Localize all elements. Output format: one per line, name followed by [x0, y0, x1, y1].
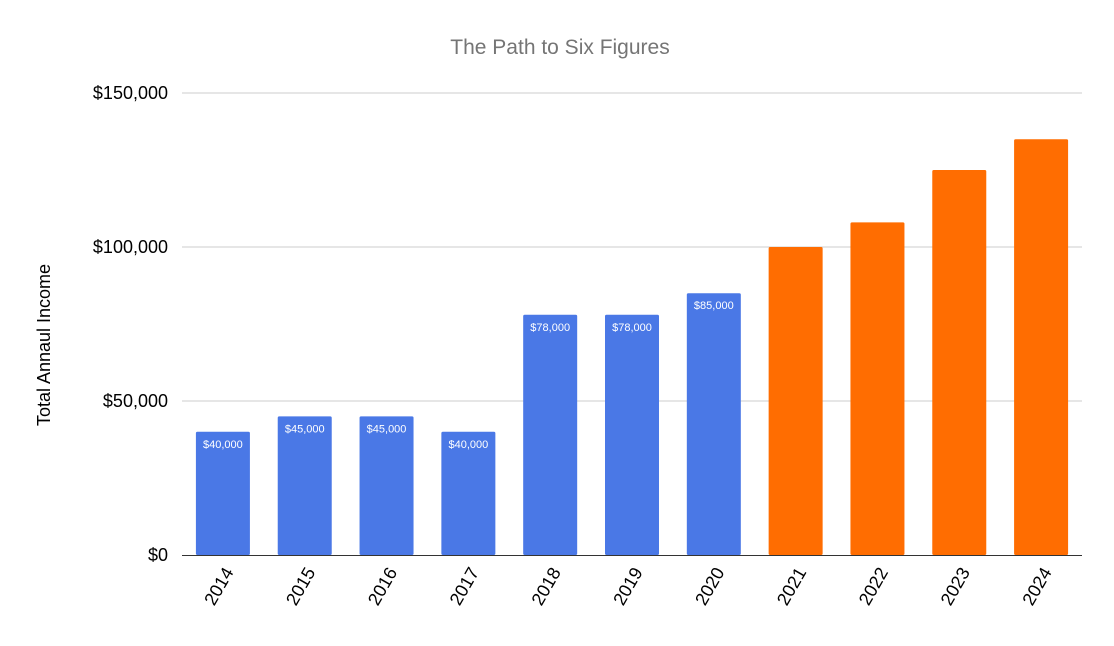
x-tick-label-2024: 2024	[1018, 564, 1055, 609]
bar-2023	[932, 170, 987, 555]
x-tick-label-2015: 2015	[282, 564, 319, 609]
x-tick-label-2020: 2020	[691, 564, 728, 609]
data-labels: $40,000 $45,000 $45,000 $40,000 $78,000 $78,0…	[203, 300, 734, 451]
y-tick-label: $0	[148, 545, 168, 565]
data-label-2015: $45,000	[285, 423, 325, 435]
bar-2016	[359, 416, 414, 555]
x-tick-label-2016: 2016	[364, 564, 401, 609]
data-label-2017: $40,000	[448, 439, 488, 451]
x-tick-label-2021: 2021	[773, 564, 810, 609]
bar-2022	[850, 222, 905, 556]
bar-2014	[195, 431, 250, 555]
y-tick-label: $50,000	[103, 391, 168, 411]
data-label-2020: $85,000	[694, 300, 734, 312]
bar-2017	[441, 431, 496, 555]
bar-2024	[1014, 139, 1069, 555]
x-tick-label-2018: 2018	[527, 564, 564, 609]
x-tick-label-2017: 2017	[446, 564, 483, 609]
bar-2020	[686, 293, 741, 555]
bar-2018	[523, 314, 578, 555]
data-label-2019: $78,000	[612, 322, 652, 334]
x-tick-label-2022: 2022	[855, 564, 892, 609]
x-tick-label-2023: 2023	[937, 564, 974, 609]
bar-2019	[605, 314, 659, 555]
x-tick-label-2014: 2014	[200, 564, 237, 609]
x-tick-label-2019: 2019	[609, 564, 646, 609]
bar-2015	[277, 416, 332, 555]
bar-2021	[768, 247, 823, 555]
y-axis-title: Total Annaul Income	[34, 264, 54, 426]
y-tick-label: $150,000	[93, 83, 168, 103]
bars	[195, 139, 1069, 556]
y-tick-label: $100,000	[93, 237, 168, 257]
y-axis-ticks: $0 $50,000 $100,000 $150,000	[93, 83, 168, 565]
data-label-2016: $45,000	[367, 423, 407, 435]
data-label-2014: $40,000	[203, 439, 243, 451]
data-label-2018: $78,000	[530, 322, 570, 334]
chart-title: The Path to Six Figures	[450, 36, 669, 59]
x-axis-ticks: 2014 2015 2016 2017 2018 2019 2020 2021 2022 2023…	[200, 564, 1056, 609]
